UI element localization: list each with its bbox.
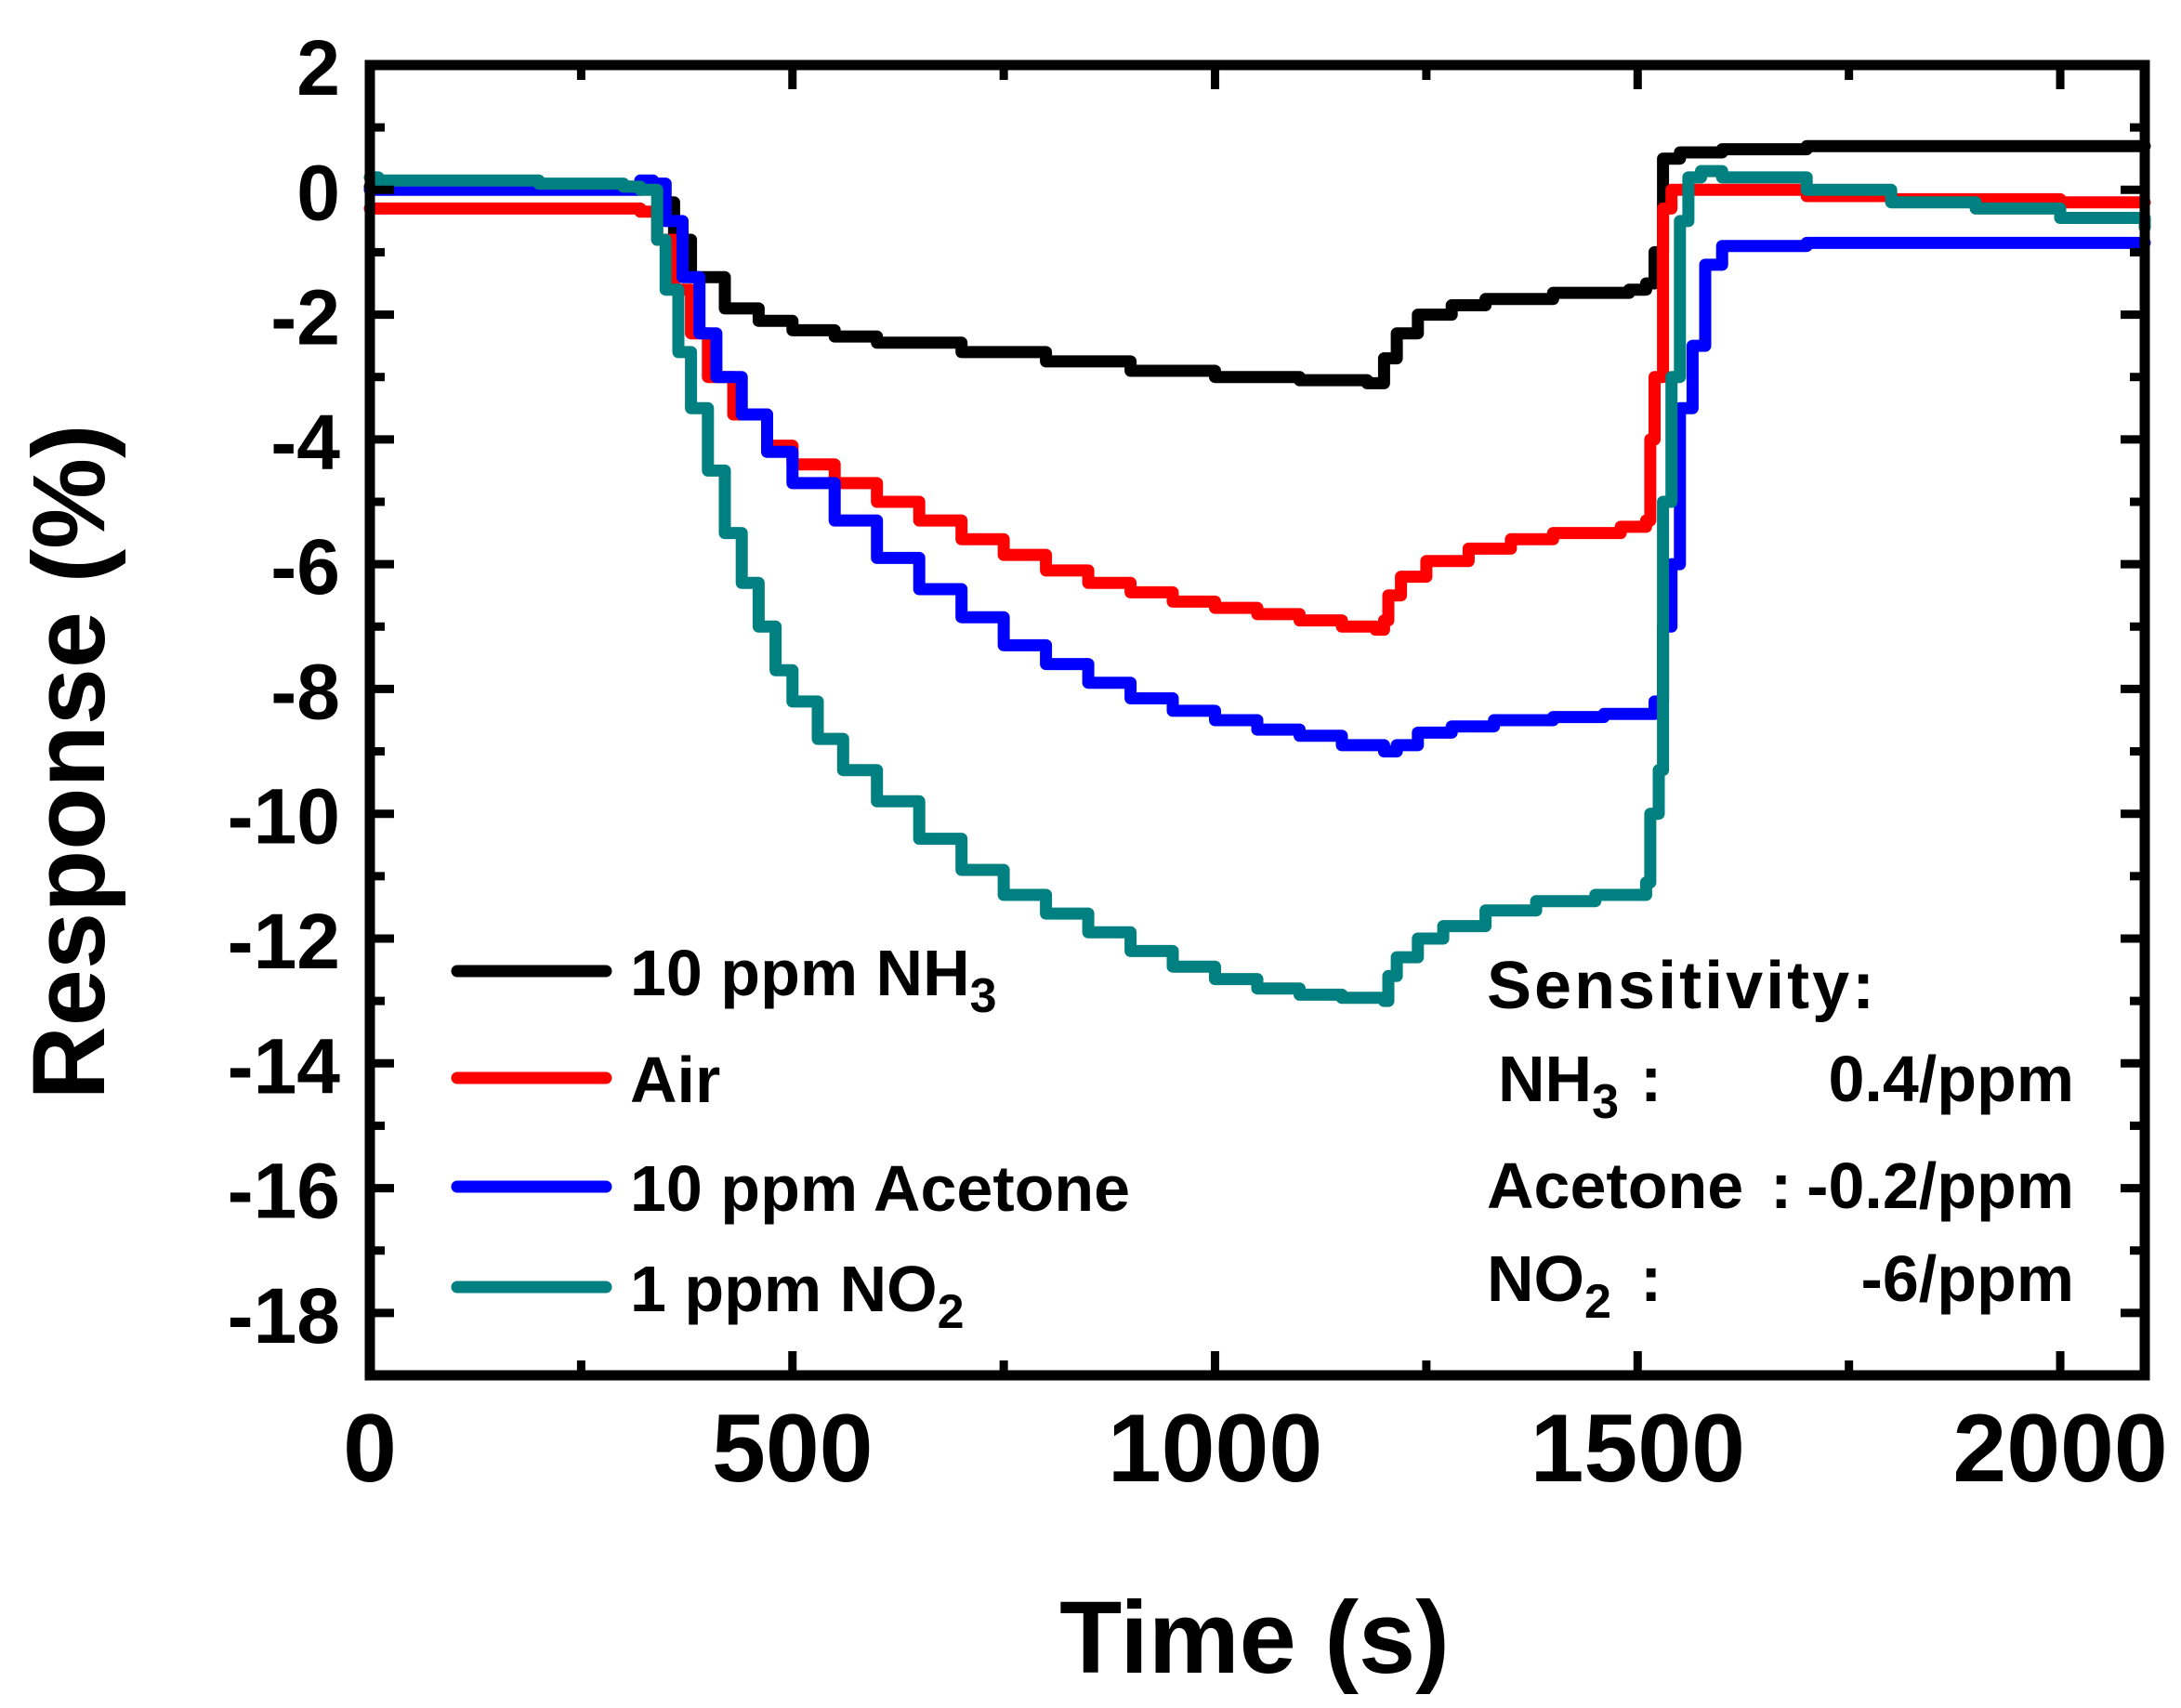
legend-label-4: 1 ppm NO2 xyxy=(630,1253,965,1339)
legend-label-3: 10 ppm Acetone xyxy=(630,1152,1130,1225)
x-tick-label: 0 xyxy=(343,1395,397,1503)
axis-ticks: 0 500 1000 1500 2000 2 0 -2 -4 -6 -8 -10 -12 -14 -16 -1… xyxy=(228,24,2168,1503)
y-axis-label: Response (%) xyxy=(12,424,126,1099)
annotation-value-2: -0.2/ppm xyxy=(1807,1150,2074,1222)
x-tick-label: 500 xyxy=(712,1395,874,1503)
x-tick-label: 2000 xyxy=(1952,1395,2167,1503)
y-tick-label: -4 xyxy=(270,399,340,486)
annotation-gas-2: Acetone xyxy=(1487,1150,1743,1222)
y-tick-label: -2 xyxy=(270,274,340,361)
y-tick-label: 0 xyxy=(296,149,340,236)
x-tick-label: 1000 xyxy=(1108,1395,1322,1503)
legend-label-1: 10 ppm NH3 xyxy=(630,937,997,1023)
y-tick-label: -12 xyxy=(228,898,340,985)
x-tick-label: 1500 xyxy=(1531,1395,1745,1503)
annotation-gas-1: NH3 xyxy=(1498,1043,1619,1129)
y-tick-label: -16 xyxy=(228,1148,340,1235)
legend-label-2: Air xyxy=(630,1044,720,1116)
y-tick-label: -18 xyxy=(228,1272,340,1360)
annotation-value-3: -6/ppm xyxy=(1861,1242,2074,1315)
plot-frame xyxy=(364,59,2150,1381)
series-line-3 xyxy=(363,174,2151,758)
legend: 10 ppm NH3 Air 10 ppm Acetone 1 ppm NO2 xyxy=(451,937,1130,1339)
y-tick-label: -14 xyxy=(228,1022,341,1110)
series-line-1 xyxy=(363,139,2151,389)
series-layer xyxy=(363,139,2151,1007)
series-line-2 xyxy=(363,183,2151,637)
series-line-4 xyxy=(363,164,2151,1007)
x-axis-label: Time (s) xyxy=(1059,1581,1450,1695)
y-tick-label: 2 xyxy=(296,24,340,112)
annotation-sep-3: : xyxy=(1640,1242,1662,1315)
y-tick-label: -8 xyxy=(270,648,340,735)
annotation-gas-3: NO2 xyxy=(1487,1242,1611,1329)
annotation-sep-2: : xyxy=(1770,1150,1792,1222)
annotation-value-1: 0.4/ppm xyxy=(1828,1043,2074,1115)
annotation-title: Sensitivity: xyxy=(1487,949,1877,1023)
annotation-sep-1: : xyxy=(1640,1043,1662,1115)
y-tick-label: -10 xyxy=(228,773,340,861)
y-tick-label: -6 xyxy=(270,523,340,611)
